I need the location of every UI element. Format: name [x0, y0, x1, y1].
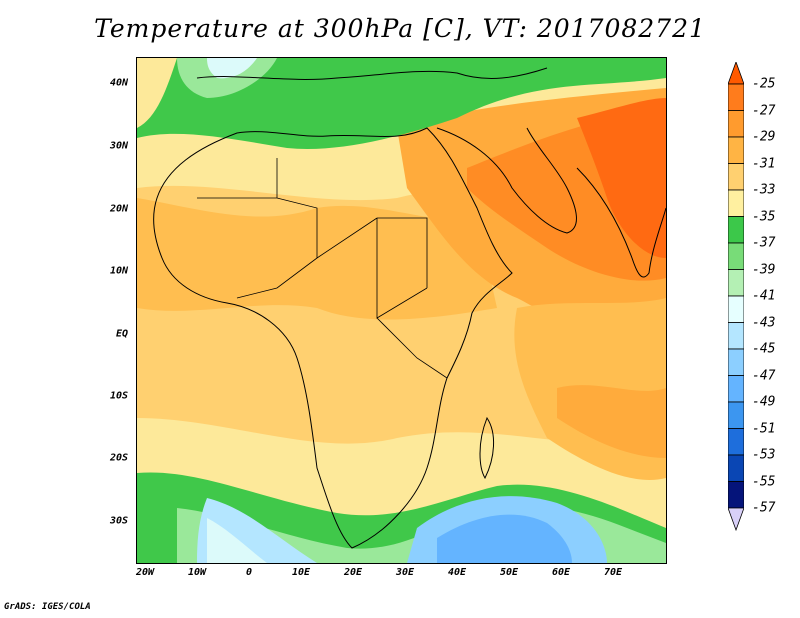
colorbar-swatch	[728, 295, 744, 323]
colorbar-swatch	[728, 83, 744, 111]
colorbar-swatch	[728, 428, 744, 456]
lat-label-40n: 40N	[109, 77, 128, 89]
colorbar-label: -35	[752, 209, 776, 224]
lon-label-30e: 30E	[395, 567, 415, 578]
map-title: Temperature at 300hPa [C], VT: 201708272…	[94, 14, 706, 43]
colorbar-swatch	[728, 163, 744, 191]
field-cyan-sw	[207, 518, 267, 563]
colorbar-label: -39	[752, 262, 776, 277]
colorbar-label: -45	[752, 341, 776, 357]
europe-coastline	[196, 67, 548, 80]
colorbar-label: -47	[752, 368, 776, 383]
lat-label-30s: 30S	[109, 515, 128, 527]
colorbar-label: -51	[752, 421, 776, 436]
colorbar-swatch	[728, 401, 744, 429]
lon-label-20w: 20W	[135, 567, 155, 578]
field-warm-core	[577, 98, 666, 258]
colorbar-swatch	[728, 454, 744, 482]
field-green-north	[137, 58, 666, 149]
lon-label-10e: 10E	[291, 567, 311, 578]
colorbar-swatch	[728, 242, 744, 270]
lat-label-10n: 10N	[109, 265, 128, 277]
colorbar-swatch	[728, 481, 744, 509]
lon-label-40e: 40E	[447, 567, 467, 578]
field-deepblue-south	[437, 514, 572, 563]
lon-label-0: 0	[245, 567, 253, 578]
field-yellow-nw	[137, 58, 177, 128]
country-borders	[197, 158, 448, 379]
india-coastline	[576, 167, 666, 278]
colorbar	[728, 62, 744, 532]
lat-label-20n: 20N	[109, 203, 128, 215]
field-orange-west	[137, 198, 497, 320]
colorbar-label: -49	[752, 394, 776, 410]
colorbar-swatch	[728, 110, 744, 138]
colorbar-swatch	[728, 136, 744, 164]
colorbar-label: -29	[752, 129, 776, 145]
colorbar-swatch	[728, 269, 744, 297]
lon-label-20e: 20E	[343, 567, 363, 578]
lat-label-20s: 20S	[109, 452, 128, 464]
arabia-coastline	[436, 127, 577, 234]
colorbar-label: -27	[752, 103, 776, 118]
colorbar-label: -33	[752, 182, 776, 198]
lon-label-50e: 50E	[499, 567, 519, 578]
lon-label-60e: 60E	[551, 567, 571, 578]
colorbar-cap-bottom	[728, 507, 744, 532]
colorbar-label: -55	[752, 474, 776, 489]
lon-label-10w: 10W	[187, 567, 207, 578]
field-cyan-north	[207, 58, 257, 79]
colorbar-swatch	[728, 375, 744, 403]
colorbar-label: -57	[752, 500, 776, 516]
lon-label-70e: 70E	[603, 567, 623, 578]
colorbar-swatch	[728, 189, 744, 217]
colorbar-swatch	[728, 216, 744, 244]
colorbar-label: -53	[752, 447, 776, 463]
africa-coastline	[153, 127, 513, 549]
madagascar-coastline	[479, 416, 495, 480]
colorbar-label: -37	[752, 235, 776, 251]
map-canvas	[137, 58, 666, 563]
footer-credit: GrADS: IGES/COLA	[4, 602, 91, 612]
colorbar-swatch	[728, 348, 744, 376]
colorbar-label: -25	[752, 76, 776, 92]
temperature-map	[136, 57, 667, 564]
colorbar-label: -31	[752, 156, 776, 171]
colorbar-label: -43	[752, 315, 776, 330]
lat-label-30n: 30N	[109, 140, 128, 152]
lat-label-10s: 10S	[109, 390, 128, 402]
colorbar-cap-top	[728, 62, 744, 85]
colorbar-label: -41	[752, 288, 776, 304]
field-ocean-warm	[557, 385, 666, 458]
lat-label-eq: EQ	[115, 328, 128, 340]
colorbar-swatch	[728, 322, 744, 350]
